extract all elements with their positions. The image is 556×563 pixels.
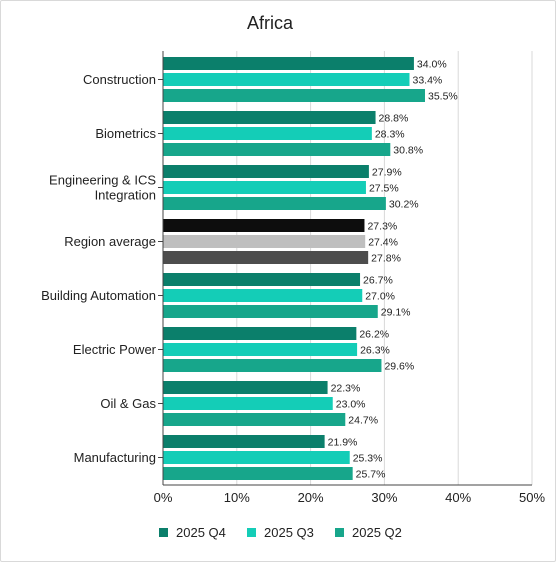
- data-label: 26.2%: [359, 329, 389, 341]
- data-label: 24.7%: [348, 415, 378, 427]
- bar: [163, 57, 414, 70]
- bar: [163, 235, 366, 248]
- axis: 0% 10% 20% 30% 40% 50% Construction Biometrics E…: [41, 51, 545, 505]
- bar: [163, 289, 363, 302]
- data-label: 25.7%: [356, 469, 386, 481]
- bar: [163, 359, 382, 372]
- category-label: Manufacturing: [74, 450, 156, 465]
- data-label: 27.0%: [365, 291, 395, 303]
- data-label: 21.9%: [328, 437, 358, 449]
- data-label: 23.0%: [336, 399, 366, 411]
- data-label: 27.9%: [372, 167, 402, 179]
- category-label-line: Integration: [95, 188, 156, 203]
- bar: [163, 127, 372, 140]
- bar: [163, 219, 365, 232]
- data-label: 28.3%: [375, 129, 405, 141]
- bar: [163, 111, 376, 124]
- chart-title: Africa: [247, 13, 294, 33]
- data-label: 35.5%: [428, 91, 458, 103]
- category-label-line: Manufacturing: [74, 450, 156, 465]
- legend-entry: 2025 Q3: [264, 525, 314, 540]
- bar: [163, 451, 350, 464]
- data-label: 30.2%: [389, 199, 419, 211]
- legend-entry: 2025 Q2: [352, 525, 402, 540]
- bar: [163, 305, 378, 318]
- data-label: 34.0%: [417, 59, 447, 71]
- category-label: Biometrics: [95, 126, 156, 141]
- data-label: 27.4%: [368, 237, 398, 249]
- x-tick-label: 30%: [371, 490, 397, 505]
- legend-swatch: [159, 528, 168, 537]
- bar: [163, 273, 361, 286]
- data-label: 28.8%: [379, 113, 409, 125]
- bar: [163, 413, 346, 426]
- bar: [163, 467, 353, 480]
- bars: 34.0% 33.4% 35.5% 28.8% 28.3% 30.8% 27.9% 27.5%…: [163, 57, 458, 481]
- legend-entry: 2025 Q4: [176, 525, 226, 540]
- data-label: 26.7%: [363, 275, 393, 287]
- data-label: 22.3%: [331, 383, 361, 395]
- x-tick-label: 0%: [154, 490, 173, 505]
- data-label: 27.3%: [367, 221, 397, 233]
- bar: [163, 435, 325, 448]
- data-label: 29.6%: [384, 361, 414, 373]
- bar: [163, 197, 386, 210]
- legend-swatch: [247, 528, 256, 537]
- bar: [163, 89, 425, 102]
- x-tick-label: 40%: [445, 490, 471, 505]
- data-label: 27.8%: [371, 253, 401, 265]
- category-label-line: Engineering & ICS: [49, 173, 156, 188]
- data-label: 25.3%: [353, 453, 383, 465]
- bar: [163, 327, 357, 340]
- legend: 2025 Q4 2025 Q3 2025 Q2: [159, 525, 402, 540]
- data-label: 30.8%: [393, 145, 423, 157]
- data-label: 33.4%: [412, 75, 442, 87]
- category-label: Oil & Gas: [100, 396, 156, 411]
- x-tick-label: 50%: [519, 490, 545, 505]
- data-label: 27.5%: [369, 183, 399, 195]
- category-label-line: Building Automation: [41, 288, 156, 303]
- bar: [163, 181, 366, 194]
- bar: [163, 397, 333, 410]
- x-tick-label: 20%: [298, 490, 324, 505]
- bar: [163, 343, 358, 356]
- data-label: 26.3%: [360, 345, 390, 357]
- bar: [163, 381, 328, 394]
- category-label: Electric Power: [73, 342, 157, 357]
- legend-swatch: [335, 528, 344, 537]
- category-label: Region average: [64, 234, 156, 249]
- x-tick-label: 10%: [224, 490, 250, 505]
- category-label-line: Biometrics: [95, 126, 156, 141]
- category-label-line: Oil & Gas: [100, 396, 156, 411]
- category-label-line: Region average: [64, 234, 156, 249]
- bar: [163, 143, 391, 156]
- data-label: 29.1%: [381, 307, 411, 319]
- category-label-line: Construction: [83, 72, 156, 87]
- category-label: Building Automation: [41, 288, 156, 303]
- bar: [163, 165, 369, 178]
- bar: [163, 73, 410, 86]
- category-label: Construction: [83, 72, 156, 87]
- category-label-line: Electric Power: [73, 342, 157, 357]
- bar: [163, 251, 369, 264]
- category-label: Engineering & ICS Integration: [49, 173, 156, 203]
